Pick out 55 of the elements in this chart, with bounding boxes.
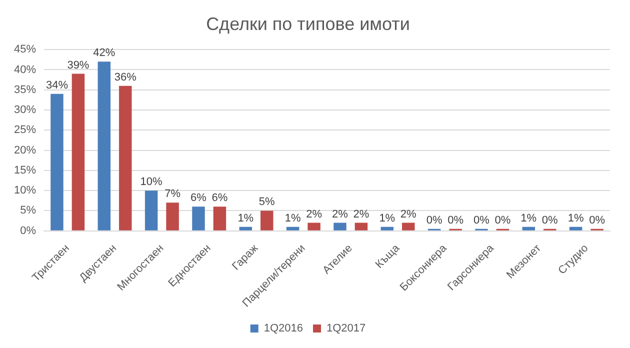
- data-label: 39%: [67, 59, 90, 72]
- data-label: 42%: [93, 47, 116, 60]
- bar: [144, 190, 158, 230]
- bar: [98, 62, 111, 230]
- bar: [72, 74, 85, 230]
- data-label: 0%: [474, 214, 490, 226]
- data-label: 6%: [212, 192, 228, 204]
- data-label: 1%: [520, 212, 537, 224]
- bar: [569, 226, 582, 230]
- data-label: 7%: [164, 188, 181, 200]
- y-tick-label: 20%: [14, 144, 36, 156]
- y-tick-label: 45%: [14, 44, 36, 56]
- y-tick-label: 25%: [14, 124, 36, 136]
- bar: [260, 210, 274, 230]
- data-label: 0%: [542, 214, 558, 226]
- legend-label: 1Q2016: [264, 322, 304, 335]
- bar: [522, 226, 536, 230]
- data-label: 1%: [568, 212, 584, 224]
- bar: [354, 222, 368, 230]
- bar: [308, 222, 320, 230]
- chart-title: Сделки по типове имоти: [206, 14, 410, 34]
- bar: [380, 226, 394, 230]
- y-tick-label: 30%: [14, 104, 36, 116]
- y-tick-label: 35%: [14, 84, 36, 96]
- bar: [402, 222, 415, 230]
- data-label: 0%: [426, 214, 442, 226]
- bar: [286, 226, 300, 230]
- data-label: 1%: [284, 212, 301, 224]
- data-label: 2%: [306, 208, 322, 220]
- data-label: 2%: [400, 208, 417, 220]
- y-tick-label: 0%: [20, 224, 36, 237]
- data-label: 0%: [494, 214, 511, 226]
- bar: [239, 226, 252, 230]
- data-label: 1%: [238, 212, 254, 224]
- bar: [334, 222, 346, 230]
- data-label: 0%: [589, 214, 606, 226]
- bar: [50, 94, 64, 230]
- y-tick-label: 10%: [14, 184, 36, 197]
- y-tick-label: 15%: [14, 164, 36, 176]
- bar: [166, 202, 179, 230]
- data-label: 36%: [114, 71, 137, 84]
- legend-label: 1Q2017: [326, 322, 366, 335]
- data-label: 1%: [379, 212, 396, 224]
- y-tick-label: 5%: [20, 204, 36, 217]
- data-label: 2%: [332, 208, 348, 220]
- bar: [213, 206, 226, 230]
- data-label: 34%: [46, 79, 68, 92]
- y-tick-label: 40%: [14, 64, 36, 76]
- data-label: 5%: [258, 196, 276, 208]
- data-label: 0%: [448, 214, 464, 226]
- bar: [192, 206, 205, 230]
- data-label: 10%: [140, 176, 163, 188]
- bar: [119, 86, 132, 230]
- data-label: 2%: [353, 208, 370, 220]
- data-label: 6%: [190, 192, 207, 204]
